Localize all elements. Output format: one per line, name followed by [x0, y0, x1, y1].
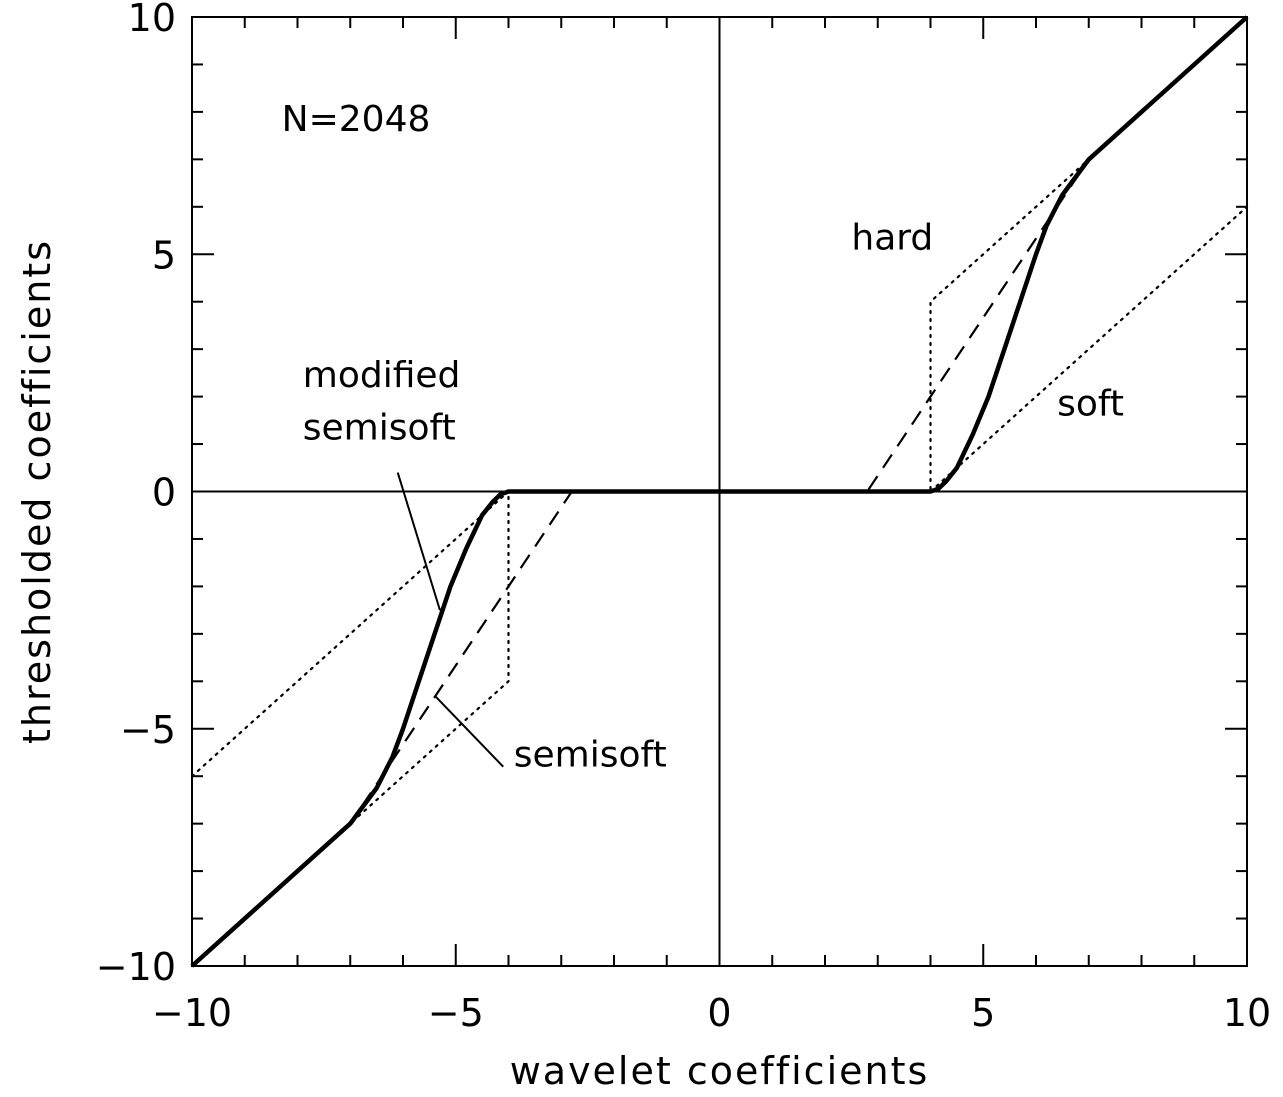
y-tick-label: 10	[128, 0, 176, 40]
leader-line-modified-semisoft	[396, 472, 441, 611]
annotation-label: semisoft	[303, 407, 456, 448]
y-tick-labels: −10 −5 0 5 10	[96, 0, 176, 989]
x-axis-label: wavelet coefficients	[510, 1049, 930, 1093]
annotation-label: semisoft	[514, 735, 667, 776]
leader-line-semisoft	[433, 694, 504, 768]
annotation-label: soft	[1057, 384, 1124, 425]
annotation-label: hard	[851, 218, 933, 259]
y-axis-label: thresholded coefficients	[15, 239, 59, 744]
x-tick-label: 5	[971, 991, 995, 1035]
leader-lines	[396, 472, 504, 768]
y-tick-label: −10	[96, 945, 176, 989]
y-tick-label: 0	[152, 471, 176, 515]
x-tick-label: −5	[428, 991, 484, 1035]
plot-frame	[191, 16, 1248, 967]
annotation-label: N=2048	[282, 99, 431, 140]
series-modified-semisoft	[190, 15, 1249, 968]
series-layer	[190, 15, 1249, 968]
x-tick-label: 10	[1223, 991, 1271, 1035]
annotations: N=2048 hard soft modified semisoft semisoft	[282, 99, 1124, 776]
x-tick-label: −10	[152, 991, 232, 1035]
y-tick-label: −5	[120, 708, 176, 752]
minor-ticks	[192, 17, 1247, 966]
y-tick-label: 5	[152, 233, 176, 277]
x-tick-labels: −10 −5 0 5 10	[152, 991, 1271, 1035]
annotation-label: modified	[303, 355, 461, 396]
x-tick-label: 0	[707, 991, 731, 1035]
